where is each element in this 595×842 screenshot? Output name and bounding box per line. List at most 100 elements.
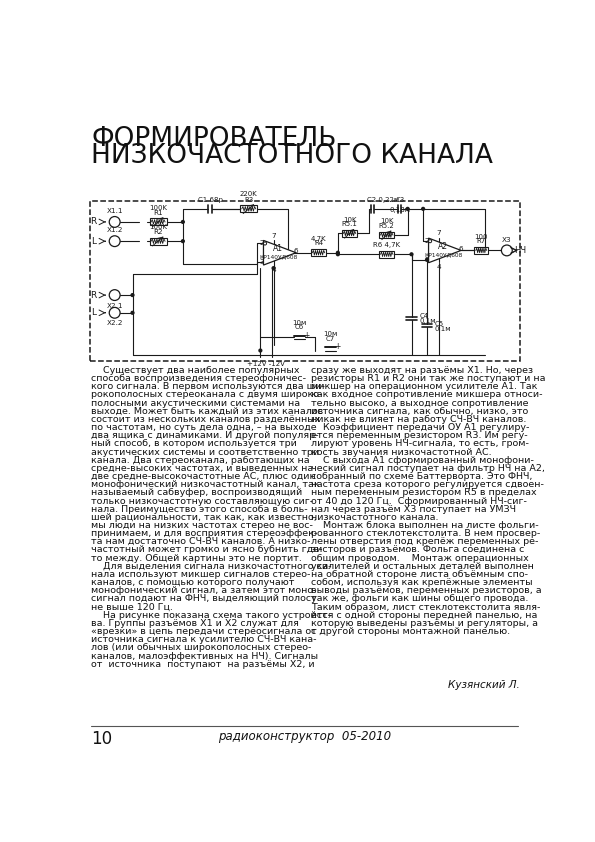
Text: 220K: 220K	[240, 191, 258, 197]
Circle shape	[428, 240, 431, 242]
Text: 10K: 10K	[343, 216, 356, 222]
Text: 3: 3	[259, 259, 264, 265]
Text: лов (или обычных широкополосных стерео-: лов (или обычных широкополосных стерео-	[92, 643, 312, 653]
Bar	[311, 249, 326, 256]
Text: мы люди на низких частотах стерео не вос-: мы люди на низких частотах стерео не вос…	[92, 521, 314, 530]
Text: два ящика с динамиками. И другой популяр-: два ящика с динамиками. И другой популяр…	[92, 431, 319, 440]
Text: 2: 2	[425, 238, 430, 244]
Text: ный способ, в котором используется три: ный способ, в котором используется три	[92, 440, 298, 449]
Text: C6: C6	[295, 324, 304, 330]
Text: 4,7K: 4,7K	[311, 236, 326, 242]
Circle shape	[425, 258, 428, 261]
Text: та нам достаточно СЧ-ВЧ каналов. А низко-: та нам достаточно СЧ-ВЧ каналов. А низко…	[92, 537, 311, 546]
Text: R7: R7	[477, 238, 486, 244]
Text: A1: A1	[273, 244, 283, 253]
Text: от  источника  поступают  на разъёмы Х2, и: от источника поступают на разъёмы Х2, и	[92, 660, 315, 669]
Text: 10м: 10м	[292, 320, 306, 326]
Bar	[149, 218, 167, 226]
Text: 7: 7	[271, 232, 276, 239]
Circle shape	[109, 290, 120, 301]
Text: источника сигнала к усилителю СЧ-ВЧ кана-: источника сигнала к усилителю СЧ-ВЧ кана…	[92, 635, 317, 644]
Text: сигнал подают на ФНЧ, выделяющий полосу: сигнал подают на ФНЧ, выделяющий полосу	[92, 594, 317, 604]
Circle shape	[272, 267, 275, 269]
Text: называемый сабвуфер, воспроизводящий: называемый сабвуфер, воспроизводящий	[92, 488, 303, 498]
Text: 0,18м: 0,18м	[389, 207, 411, 213]
Text: от 40 до 120 Гц.  Сформированный НЧ-сиг-: от 40 до 120 Гц. Сформированный НЧ-сиг-	[311, 497, 527, 505]
Text: 3: 3	[425, 257, 430, 263]
Text: C3: C3	[395, 197, 405, 203]
Text: ческий сигнал поступает на фильтр НЧ на А2,: ческий сигнал поступает на фильтр НЧ на …	[311, 464, 544, 473]
Text: R2: R2	[154, 229, 163, 235]
Text: усилителей и остальных деталей выполнен: усилителей и остальных деталей выполнен	[311, 562, 534, 571]
Text: каналов, с помощью которого получают: каналов, с помощью которого получают	[92, 578, 295, 587]
Text: R6 4,7K: R6 4,7K	[373, 242, 400, 248]
Text: две средне-высокочастотные АС, плюс один: две средне-высокочастотные АС, плюс один	[92, 472, 316, 481]
Text: 10м: 10м	[323, 332, 337, 338]
Text: резисторы R1 и R2 они так же поступают и на: резисторы R1 и R2 они так же поступают и…	[311, 374, 545, 383]
Text: 6: 6	[459, 246, 464, 252]
Circle shape	[264, 242, 267, 245]
Text: акустических системы и соответственно три: акустических системы и соответственно тр…	[92, 448, 320, 456]
Text: ФОРМИРОВАТЕЛЬ: ФОРМИРОВАТЕЛЬ	[92, 125, 337, 152]
Text: R: R	[90, 290, 96, 300]
Text: сразу же выходят на разъёмы X1. Но, через: сразу же выходят на разъёмы X1. Но, чере…	[311, 366, 533, 375]
Text: L: L	[91, 237, 96, 246]
Text: C5: C5	[435, 321, 444, 327]
Text: собранный по схеме Баттерворта. Это ФНЧ,: собранный по схеме Баттерворта. Это ФНЧ,	[311, 472, 532, 481]
Text: X2.2: X2.2	[107, 321, 123, 327]
Text: R4: R4	[314, 241, 323, 247]
Circle shape	[337, 252, 339, 254]
Circle shape	[181, 221, 184, 223]
Text: кого сигнала. В первом используются два ши-: кого сигнала. В первом используются два …	[92, 382, 325, 392]
Text: 10K: 10K	[380, 218, 393, 224]
Text: монофонический низкочастотный канал, так: монофонический низкочастотный канал, так	[92, 480, 320, 489]
Bar	[379, 232, 394, 238]
Text: НЧ: НЧ	[515, 246, 527, 255]
Text: КР140УД608: КР140УД608	[424, 252, 462, 257]
Text: общим проводом.    Монтаж операционных: общим проводом. Монтаж операционных	[311, 554, 528, 562]
Text: 100K: 100K	[149, 205, 167, 211]
Text: микшер на операционном усилителе А1. Так: микшер на операционном усилителе А1. Так	[311, 382, 537, 392]
Text: C1 68р: C1 68р	[198, 197, 223, 203]
Text: R5.2: R5.2	[379, 223, 394, 229]
Text: нала используют микшер сигналов стерео-: нала используют микшер сигналов стерео-	[92, 570, 311, 579]
Text: 4: 4	[436, 264, 441, 270]
Text: X1.1: X1.1	[107, 208, 123, 214]
Circle shape	[337, 253, 339, 256]
Text: так же, фольги как шины общего провода.: так же, фольги как шины общего провода.	[311, 594, 528, 604]
Text: C2 0,22м: C2 0,22м	[367, 197, 399, 203]
Polygon shape	[264, 241, 296, 265]
Text: На рисунке показана схема такого устройст-: На рисунке показана схема такого устройс…	[92, 610, 331, 620]
Text: КР140УД608: КР140УД608	[259, 254, 298, 259]
Text: рокополосных стереоканала с двумя широко-: рокополосных стереоканала с двумя широко…	[92, 391, 323, 399]
Text: принимаем, и для восприятия стереоэффек-: принимаем, и для восприятия стереоэффек-	[92, 529, 318, 538]
Text: 100K: 100K	[149, 224, 167, 231]
Text: то между. Общей картины это не портит.: то между. Общей картины это не портит.	[92, 554, 302, 562]
Text: ным переменным резистором R5 в пределах: ным переменным резистором R5 в пределах	[311, 488, 536, 498]
Text: только низкочастотную составляющую сиг-: только низкочастотную составляющую сиг-	[92, 497, 314, 505]
Text: частотный может громко и ясно бубнить где-: частотный может громко и ясно бубнить гд…	[92, 546, 323, 555]
Circle shape	[410, 253, 413, 256]
Text: канала. Два стереоканала, работающих на: канала. Два стереоканала, работающих на	[92, 456, 310, 465]
Text: +12V -12V: +12V -12V	[247, 360, 285, 366]
Text: С выхода А1 сформированный монофони-: С выхода А1 сформированный монофони-	[311, 456, 534, 465]
Text: ва. Группы разъёмов Х1 и Х2 служат для: ва. Группы разъёмов Х1 и Х2 служат для	[92, 619, 299, 628]
Text: Таким образом, лист стеклотекстолита явля-: Таким образом, лист стеклотекстолита явл…	[311, 603, 540, 611]
Circle shape	[406, 207, 409, 210]
Text: +: +	[303, 331, 310, 339]
Text: рованного стеклотекстолита. В нем просвер-: рованного стеклотекстолита. В нем просве…	[311, 529, 540, 538]
Text: Для выделения сигнала низкочастотного ка-: Для выделения сигнала низкочастотного ка…	[92, 562, 332, 571]
Polygon shape	[428, 238, 461, 263]
Text: 10: 10	[92, 730, 112, 749]
Text: полосными акустическими системами на: полосными акустическими системами на	[92, 398, 300, 408]
Text: R1: R1	[154, 210, 163, 216]
Text: 0,1м: 0,1м	[419, 318, 436, 324]
Circle shape	[109, 307, 120, 318]
Text: которую выведены разъёмы и регуляторы, а: которую выведены разъёмы и регуляторы, а	[311, 619, 538, 628]
Text: 100: 100	[474, 233, 488, 240]
Text: НИЗКОЧАСТОТНОГО КАНАЛА: НИЗКОЧАСТОТНОГО КАНАЛА	[92, 143, 493, 169]
Text: L: L	[91, 308, 96, 317]
Text: лены отверстия под крепёж переменных ре-: лены отверстия под крепёж переменных ре-	[311, 537, 538, 546]
Circle shape	[502, 245, 512, 256]
Text: 4: 4	[271, 267, 276, 273]
